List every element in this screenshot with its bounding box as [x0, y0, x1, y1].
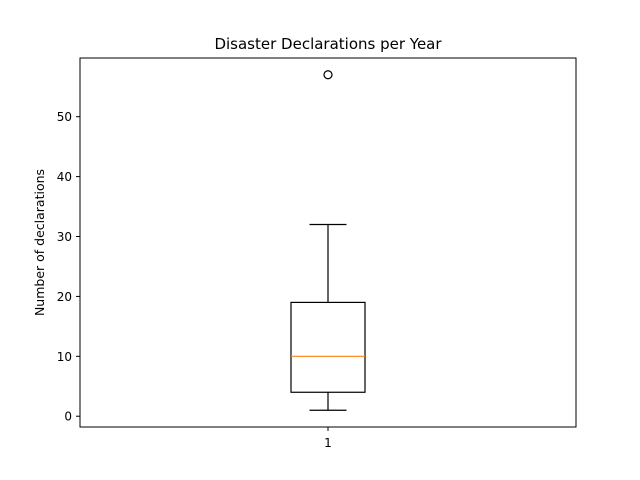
y-axis: 0 10 20 30 40 50	[57, 110, 80, 424]
outlier-point	[323, 70, 333, 80]
y-axis-label: Number of declarations	[32, 169, 47, 316]
y-tick-label: 0	[64, 410, 72, 424]
interquartile-box	[290, 301, 366, 393]
y-tick-label: 30	[57, 230, 72, 244]
box-series	[290, 70, 366, 411]
x-tick-label: 1	[324, 436, 332, 450]
y-tick-label: 40	[57, 170, 72, 184]
y-tick-label: 10	[57, 350, 72, 364]
y-tick-label: 20	[57, 290, 72, 304]
x-axis: 1	[324, 427, 332, 450]
chart-title: Disaster Declarations per Year	[214, 35, 442, 53]
y-tick-label: 50	[57, 110, 72, 124]
